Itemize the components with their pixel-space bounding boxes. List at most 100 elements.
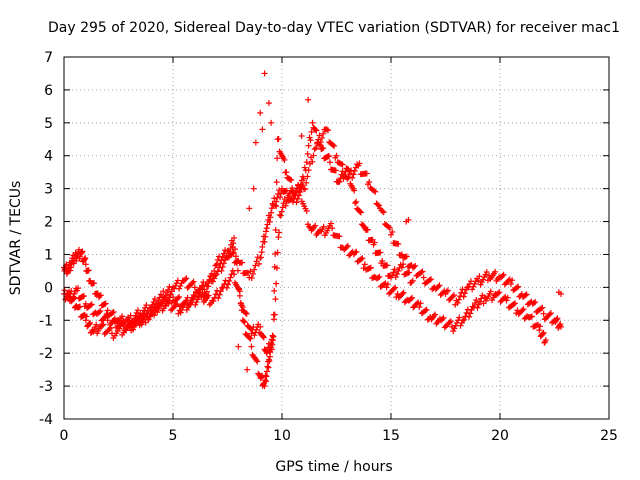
data-point: [308, 128, 315, 135]
data-point: [351, 187, 358, 194]
data-point: [189, 279, 196, 286]
data-point: [341, 172, 348, 179]
data-point: [223, 284, 230, 291]
data-point: [558, 323, 565, 330]
data-point: [219, 264, 226, 271]
y-tick-label: -4: [39, 412, 53, 428]
data-point: [427, 276, 434, 283]
data-point: [192, 301, 199, 308]
data-point: [86, 320, 93, 327]
data-point: [344, 242, 351, 249]
data-point: [436, 282, 443, 289]
data-point: [220, 260, 227, 267]
data-point: [409, 277, 416, 284]
data-point: [475, 301, 482, 308]
data-point: [271, 263, 278, 270]
data-point: [239, 259, 246, 266]
data-point: [522, 292, 529, 299]
data-point: [303, 179, 310, 186]
data-point: [261, 70, 268, 77]
data-point: [272, 226, 279, 233]
data-point: [476, 298, 483, 305]
data-point: [352, 249, 359, 256]
data-point: [226, 250, 233, 257]
x-tick-label: 5: [169, 428, 178, 444]
data-point: [262, 233, 269, 240]
data-point: [471, 280, 478, 287]
data-point: [190, 278, 197, 285]
data-point: [391, 266, 398, 273]
data-point: [311, 146, 318, 153]
data-point: [467, 310, 474, 317]
data-point: [363, 170, 370, 177]
data-point: [332, 167, 339, 174]
data-point: [504, 294, 511, 301]
data-point: [336, 233, 343, 240]
data-point: [515, 283, 522, 290]
data-point: [536, 323, 543, 330]
data-point: [258, 249, 265, 256]
data-point: [554, 315, 561, 322]
data-point: [247, 335, 254, 342]
data-point: [61, 287, 68, 294]
data-point: [547, 310, 554, 317]
y-tick-label: 3: [44, 182, 53, 198]
data-point: [110, 308, 117, 315]
data-point: [327, 220, 334, 227]
data-point: [495, 290, 502, 297]
data-point: [320, 223, 327, 230]
data-point: [170, 294, 176, 301]
data-point: [557, 321, 564, 328]
data-point: [133, 309, 140, 316]
data-point: [209, 278, 216, 285]
data-point: [183, 275, 190, 282]
data-point: [82, 255, 89, 262]
data-point: [376, 273, 383, 280]
data-point: [238, 307, 245, 314]
data-point: [157, 291, 164, 298]
data-point: [513, 284, 520, 291]
data-point: [476, 273, 483, 280]
data-point: [231, 271, 238, 278]
data-point: [191, 284, 198, 291]
y-tick-label: 7: [44, 50, 53, 66]
data-point: [470, 283, 477, 290]
data-point: [435, 283, 442, 290]
data-point: [540, 329, 547, 336]
data-point: [426, 277, 433, 284]
data-point: [180, 300, 187, 307]
data-point: [294, 195, 301, 202]
data-point: [88, 301, 95, 308]
data-point: [201, 286, 208, 293]
data-point: [302, 186, 309, 193]
data-point: [145, 316, 152, 323]
data-point: [80, 292, 87, 299]
data-point: [272, 202, 279, 209]
data-point: [364, 226, 371, 233]
data-point: [145, 316, 152, 323]
data-point: [272, 250, 279, 257]
data-point: [532, 299, 539, 306]
data-point: [133, 318, 140, 325]
data-point: [295, 188, 302, 195]
data-point: [265, 364, 272, 371]
data-point: [130, 326, 137, 333]
data-point: [312, 222, 319, 229]
data-point: [263, 225, 270, 232]
data-point: [154, 309, 161, 316]
data-points: [61, 70, 565, 390]
data-point: [389, 272, 396, 279]
x-tick-label: 20: [491, 428, 509, 444]
data-point: [541, 339, 548, 346]
data-point: [309, 158, 316, 165]
data-point: [273, 179, 280, 186]
data-point: [70, 293, 77, 300]
data-point: [257, 323, 264, 330]
data-point: [274, 155, 281, 162]
data-point: [82, 261, 89, 268]
data-point: [374, 201, 381, 208]
data-point: [144, 307, 151, 314]
data-point: [357, 209, 364, 216]
data-point: [278, 208, 285, 215]
data-point: [195, 292, 202, 299]
